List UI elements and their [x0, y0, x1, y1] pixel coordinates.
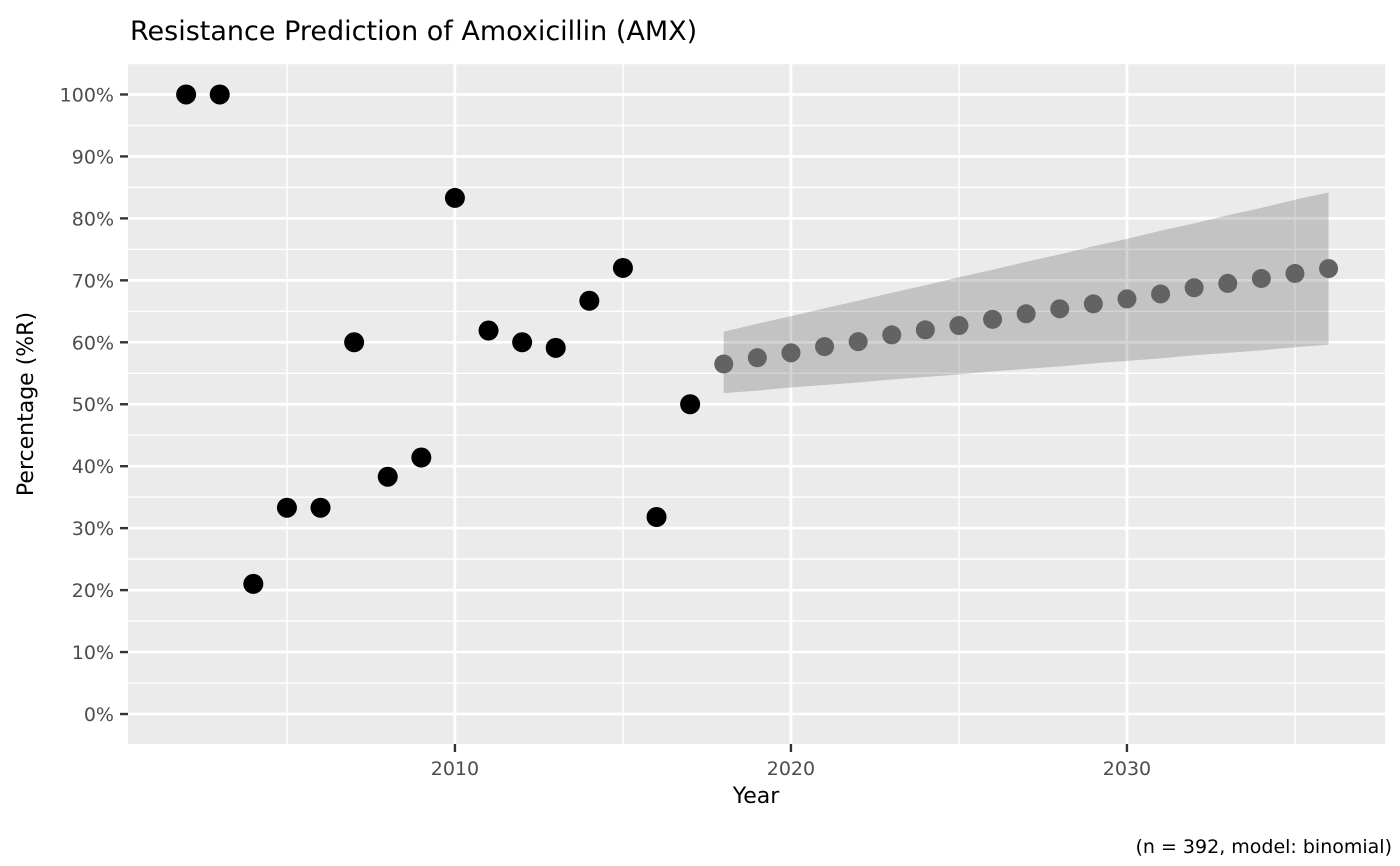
predicted-point [1151, 284, 1171, 304]
observed-point [680, 394, 701, 415]
predicted-point [747, 348, 767, 368]
y-tick-label: 0% [84, 704, 114, 726]
observed-point [444, 187, 465, 208]
predicted-point [1218, 273, 1238, 293]
observed-point [377, 466, 398, 487]
chart-title: Resistance Prediction of Amoxicillin (AM… [130, 16, 697, 47]
axis-layer: 0% 10% 20% 30% 40% 50% 60% 70% 80% 90% 100% 2010 202… [60, 84, 1151, 780]
x-tick-label: 2030 [1103, 758, 1151, 780]
predicted-point [1117, 289, 1137, 309]
y-tick-label: 80% [72, 208, 114, 230]
predicted-point [949, 316, 969, 336]
predicted-point [781, 343, 801, 363]
grid-layer [128, 62, 1385, 744]
predicted-point [848, 332, 868, 352]
x-axis-title: Year [732, 784, 781, 809]
observed-point [545, 337, 566, 358]
observed-point [209, 84, 230, 105]
confidence-ribbon [723, 192, 1329, 394]
y-tick-label: 30% [72, 518, 114, 540]
observed-point [310, 497, 331, 518]
predicted-point [983, 309, 1003, 329]
observed-point [243, 573, 264, 594]
predicted-point [882, 325, 902, 345]
ribbon-layer [723, 192, 1329, 394]
predicted-point [1016, 304, 1036, 324]
y-tick-label: 20% [72, 580, 114, 602]
y-tick-label: 60% [72, 332, 114, 354]
observed-point [176, 84, 197, 105]
predicted-point [1285, 264, 1305, 284]
predicted-point [1184, 278, 1204, 298]
observed-point [512, 332, 533, 353]
y-tick-label: 70% [72, 270, 114, 292]
y-tick-label: 90% [72, 146, 114, 168]
points-layer [176, 84, 1339, 594]
predicted-point [1050, 299, 1070, 319]
y-tick-label: 100% [60, 84, 114, 106]
observed-point [612, 257, 633, 278]
y-tick-label: 50% [72, 394, 114, 416]
observed-point [579, 290, 600, 311]
observed-point [344, 332, 365, 353]
predicted-point [1319, 259, 1339, 279]
observed-point [646, 507, 667, 527]
predicted-point [714, 354, 734, 374]
x-tick-label: 2020 [767, 758, 815, 780]
observed-point [478, 320, 499, 341]
predicted-point [815, 337, 835, 357]
y-axis-title: Percentage (%R) [14, 312, 39, 496]
y-tick-label: 40% [72, 456, 114, 478]
x-tick-label: 2010 [431, 758, 479, 780]
predicted-point [1083, 294, 1103, 314]
predicted-point [1251, 268, 1271, 288]
predicted-point [915, 320, 935, 340]
observed-point [276, 497, 297, 518]
observed-point [411, 447, 432, 468]
chart-caption: (n = 392, model: binomial) [1135, 836, 1392, 858]
y-tick-label: 10% [72, 642, 114, 664]
